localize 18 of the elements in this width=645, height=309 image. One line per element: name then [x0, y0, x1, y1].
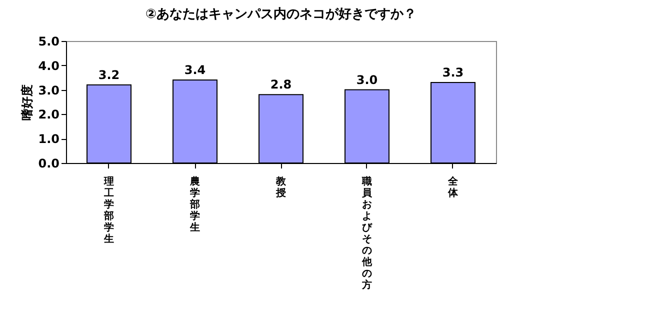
data-label: 2.8 [270, 78, 292, 92]
x-tick-label: 農学部学生 [189, 176, 200, 234]
x-tick-label: 全体 [447, 176, 459, 199]
x-tick-label: 理工学部学生 [103, 176, 114, 245]
data-label: 3.0 [356, 72, 378, 87]
y-tick-label: 5.0 [38, 34, 60, 48]
x-tick-label: 教授 [275, 176, 287, 199]
data-label: 3.3 [442, 65, 464, 80]
y-tick-label: 0.0 [38, 156, 60, 170]
y-tick-label: 1.0 [38, 132, 60, 146]
y-tick-label: 2.0 [38, 108, 60, 122]
y-tick-label: 3.0 [38, 83, 60, 98]
data-label: 3.4 [184, 63, 206, 78]
category-label: 職員およびその他の方 [362, 176, 372, 291]
y-tick-label: 4.0 [38, 58, 60, 73]
chart-title: ②あなたはキャンパス内のネコが好きですか？ [145, 7, 417, 22]
data-label: 3.2 [98, 68, 120, 82]
y-axis-title: 嗜好度 [20, 84, 34, 120]
